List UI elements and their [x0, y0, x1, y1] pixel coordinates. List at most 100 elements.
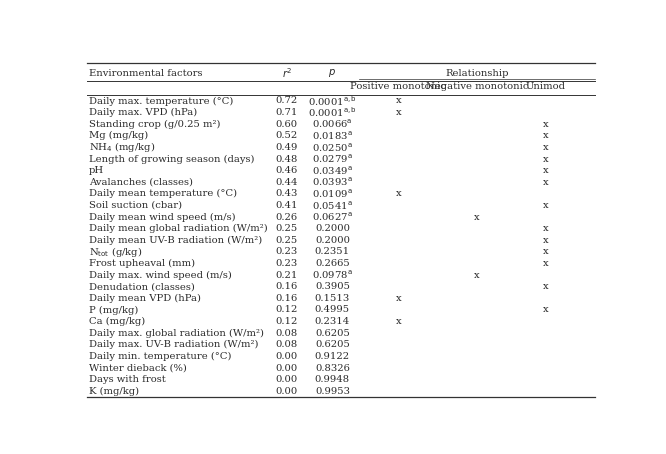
Text: Daily mean VPD (hPa): Daily mean VPD (hPa): [89, 294, 201, 303]
Text: Unimod: Unimod: [525, 82, 565, 91]
Text: Daily max. UV-B radiation (W/m²): Daily max. UV-B radiation (W/m²): [89, 340, 258, 350]
Text: 0.26: 0.26: [276, 212, 298, 222]
Text: Days with frost: Days with frost: [89, 375, 166, 384]
Text: Daily max. temperature (°C): Daily max. temperature (°C): [89, 96, 233, 105]
Text: 0.9122: 0.9122: [315, 352, 350, 361]
Text: 0.00: 0.00: [276, 387, 298, 396]
Text: 0.00: 0.00: [276, 364, 298, 373]
Text: 0.0978$^{\rm a}$: 0.0978$^{\rm a}$: [312, 269, 353, 281]
Text: 0.72: 0.72: [276, 96, 298, 105]
Text: x: x: [543, 282, 549, 291]
Text: 0.41: 0.41: [276, 201, 298, 210]
Text: Relationship: Relationship: [446, 69, 509, 78]
Text: x: x: [543, 201, 549, 210]
Text: 0.25: 0.25: [276, 224, 298, 233]
Text: 0.21: 0.21: [276, 271, 298, 280]
Text: 0.3905: 0.3905: [315, 282, 350, 291]
Text: x: x: [474, 271, 480, 280]
Text: 0.48: 0.48: [276, 154, 298, 163]
Text: $p$: $p$: [328, 67, 336, 79]
Text: 0.16: 0.16: [276, 282, 298, 291]
Text: Winter dieback (%): Winter dieback (%): [89, 364, 186, 373]
Text: 0.00: 0.00: [276, 375, 298, 384]
Text: 0.44: 0.44: [276, 178, 298, 187]
Text: 0.00: 0.00: [276, 352, 298, 361]
Text: 0.16: 0.16: [276, 294, 298, 303]
Text: 0.9948: 0.9948: [315, 375, 350, 384]
Text: x: x: [543, 178, 549, 187]
Text: Length of growing season (days): Length of growing season (days): [89, 154, 254, 163]
Text: NH$_4$ (mg/kg): NH$_4$ (mg/kg): [89, 140, 155, 154]
Text: 0.12: 0.12: [276, 317, 298, 326]
Text: x: x: [543, 306, 549, 315]
Text: 0.1513: 0.1513: [315, 294, 350, 303]
Text: 0.6205: 0.6205: [315, 329, 350, 338]
Text: 0.2000: 0.2000: [315, 236, 350, 245]
Text: 0.0541$^{\rm a}$: 0.0541$^{\rm a}$: [312, 199, 353, 212]
Text: x: x: [396, 189, 402, 198]
Text: Daily mean wind speed (m/s): Daily mean wind speed (m/s): [89, 212, 236, 222]
Text: x: x: [474, 212, 480, 222]
Text: Daily mean temperature (°C): Daily mean temperature (°C): [89, 189, 237, 198]
Text: 0.4995: 0.4995: [315, 306, 350, 315]
Text: x: x: [396, 108, 402, 117]
Text: x: x: [543, 131, 549, 140]
Text: 0.0250$^{\rm a}$: 0.0250$^{\rm a}$: [312, 141, 353, 153]
Text: Daily mean global radiation (W/m²): Daily mean global radiation (W/m²): [89, 224, 268, 233]
Text: x: x: [543, 120, 549, 128]
Text: Ca (mg/kg): Ca (mg/kg): [89, 317, 145, 326]
Text: x: x: [543, 166, 549, 175]
Text: x: x: [396, 96, 402, 105]
Text: 0.9953: 0.9953: [315, 387, 350, 396]
Text: x: x: [543, 259, 549, 268]
Text: 0.2351: 0.2351: [315, 247, 350, 257]
Text: Environmental factors: Environmental factors: [89, 69, 202, 78]
Text: 0.60: 0.60: [276, 120, 298, 128]
Text: Daily min. temperature (°C): Daily min. temperature (°C): [89, 352, 231, 361]
Text: x: x: [543, 224, 549, 233]
Text: 0.0001$^{\rm a,b}$: 0.0001$^{\rm a,b}$: [308, 106, 357, 119]
Text: x: x: [543, 236, 549, 245]
Text: 0.0109$^{\rm a}$: 0.0109$^{\rm a}$: [312, 188, 353, 200]
Text: 0.12: 0.12: [276, 306, 298, 315]
Text: 0.0349$^{\rm a}$: 0.0349$^{\rm a}$: [312, 164, 353, 177]
Text: Avalanches (classes): Avalanches (classes): [89, 178, 193, 187]
Text: 0.2000: 0.2000: [315, 224, 350, 233]
Text: x: x: [543, 247, 549, 257]
Text: N$_{\rm tot}$ (g/kg): N$_{\rm tot}$ (g/kg): [89, 245, 143, 259]
Text: 0.2665: 0.2665: [315, 259, 350, 268]
Text: Negative monotonic: Negative monotonic: [426, 82, 528, 91]
Text: 0.71: 0.71: [276, 108, 298, 117]
Text: 0.6205: 0.6205: [315, 340, 350, 349]
Text: Denudation (classes): Denudation (classes): [89, 282, 194, 291]
Text: K (mg/kg): K (mg/kg): [89, 387, 139, 396]
Text: 0.0279$^{\rm a}$: 0.0279$^{\rm a}$: [312, 153, 353, 165]
Text: 0.8326: 0.8326: [315, 364, 350, 373]
Text: Daily max. VPD (hPa): Daily max. VPD (hPa): [89, 108, 197, 117]
Text: 0.08: 0.08: [276, 329, 298, 338]
Text: x: x: [543, 143, 549, 152]
Text: 0.0627$^{\rm a}$: 0.0627$^{\rm a}$: [312, 211, 353, 223]
Text: 0.0183$^{\rm a}$: 0.0183$^{\rm a}$: [312, 129, 353, 142]
Text: 0.25: 0.25: [276, 236, 298, 245]
Text: pH: pH: [89, 166, 104, 175]
Text: 0.52: 0.52: [276, 131, 298, 140]
Text: 0.43: 0.43: [276, 189, 298, 198]
Text: 0.08: 0.08: [276, 340, 298, 349]
Text: 0.0066$^{\rm a}$: 0.0066$^{\rm a}$: [312, 118, 353, 130]
Text: x: x: [396, 294, 402, 303]
Text: Standing crop (g/0.25 m²): Standing crop (g/0.25 m²): [89, 119, 220, 129]
Text: 0.2314: 0.2314: [315, 317, 350, 326]
Text: 0.0393$^{\rm a}$: 0.0393$^{\rm a}$: [312, 176, 353, 188]
Text: 0.46: 0.46: [276, 166, 298, 175]
Text: 0.0001$^{\rm a,b}$: 0.0001$^{\rm a,b}$: [308, 94, 357, 108]
Text: Daily mean UV-B radiation (W/m²): Daily mean UV-B radiation (W/m²): [89, 236, 262, 245]
Text: P (mg/kg): P (mg/kg): [89, 306, 139, 315]
Text: x: x: [543, 154, 549, 163]
Text: Mg (mg/kg): Mg (mg/kg): [89, 131, 148, 140]
Text: 0.23: 0.23: [276, 259, 298, 268]
Text: Soil suction (cbar): Soil suction (cbar): [89, 201, 182, 210]
Text: Frost upheaval (mm): Frost upheaval (mm): [89, 259, 195, 268]
Text: Positive monotonic: Positive monotonic: [350, 82, 446, 91]
Text: Daily max. global radiation (W/m²): Daily max. global radiation (W/m²): [89, 329, 264, 338]
